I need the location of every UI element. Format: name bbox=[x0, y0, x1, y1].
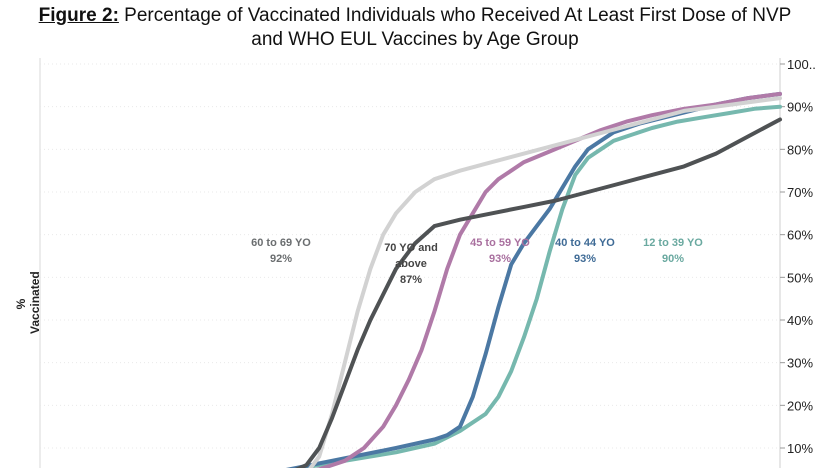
y-tick-label: 70% bbox=[787, 185, 813, 200]
title-line-1: Percentage of Vaccinated Individuals who… bbox=[118, 5, 792, 26]
annotation-40-to-44-yo: 40 to 44 YO bbox=[555, 237, 615, 249]
annotation-12-to-39-yo: 12 to 39 YO bbox=[643, 237, 703, 249]
annotation-70-yo-and-above: 70 YO and bbox=[384, 242, 438, 254]
annotation-45-to-59-yo: 45 to 59 YO bbox=[470, 237, 530, 249]
annotation-45-to-59-yo: 93% bbox=[489, 253, 511, 265]
y-tick-label: 40% bbox=[787, 313, 813, 328]
title-line-2: and WHO EUL Vaccines by Age Group bbox=[251, 29, 579, 50]
series-line-40-to-44-yo bbox=[285, 91, 782, 468]
annotation-60-to-69-yo: 60 to 69 YO bbox=[251, 237, 311, 249]
y-tick-label: 10% bbox=[787, 441, 813, 456]
annotation-60-to-69-yo: 92% bbox=[270, 253, 292, 265]
series-line-60-to-69-yo bbox=[294, 117, 782, 468]
y-tick-label: 100.. bbox=[787, 57, 816, 72]
y-tick-label: 30% bbox=[787, 356, 813, 371]
y-tick-label: 60% bbox=[787, 228, 813, 243]
y-tick-label: 50% bbox=[787, 270, 813, 285]
annotation-40-to-44-yo: 93% bbox=[574, 253, 596, 265]
series-line-12-to-39-yo bbox=[289, 104, 782, 468]
annotation-70-yo-and-above: 87% bbox=[400, 274, 422, 286]
chart-title: Figure 2: Percentage of Vaccinated Indiv… bbox=[0, 4, 830, 52]
series-line-70-yo-and-above bbox=[308, 96, 782, 468]
figure-number: Figure 2: bbox=[38, 5, 119, 26]
y-tick-label: 80% bbox=[787, 142, 813, 157]
y-tick-label: 20% bbox=[787, 398, 813, 413]
series-line-45-to-59-yo bbox=[315, 91, 782, 468]
y-tick-label: 90% bbox=[787, 100, 813, 115]
annotation-70-yo-and-above: above bbox=[395, 258, 427, 270]
annotation-12-to-39-yo: 90% bbox=[662, 253, 684, 265]
